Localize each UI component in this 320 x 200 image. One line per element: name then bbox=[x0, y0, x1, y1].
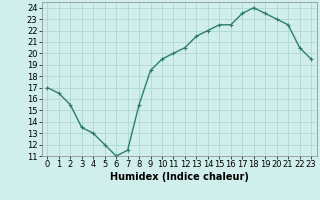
X-axis label: Humidex (Indice chaleur): Humidex (Indice chaleur) bbox=[110, 172, 249, 182]
